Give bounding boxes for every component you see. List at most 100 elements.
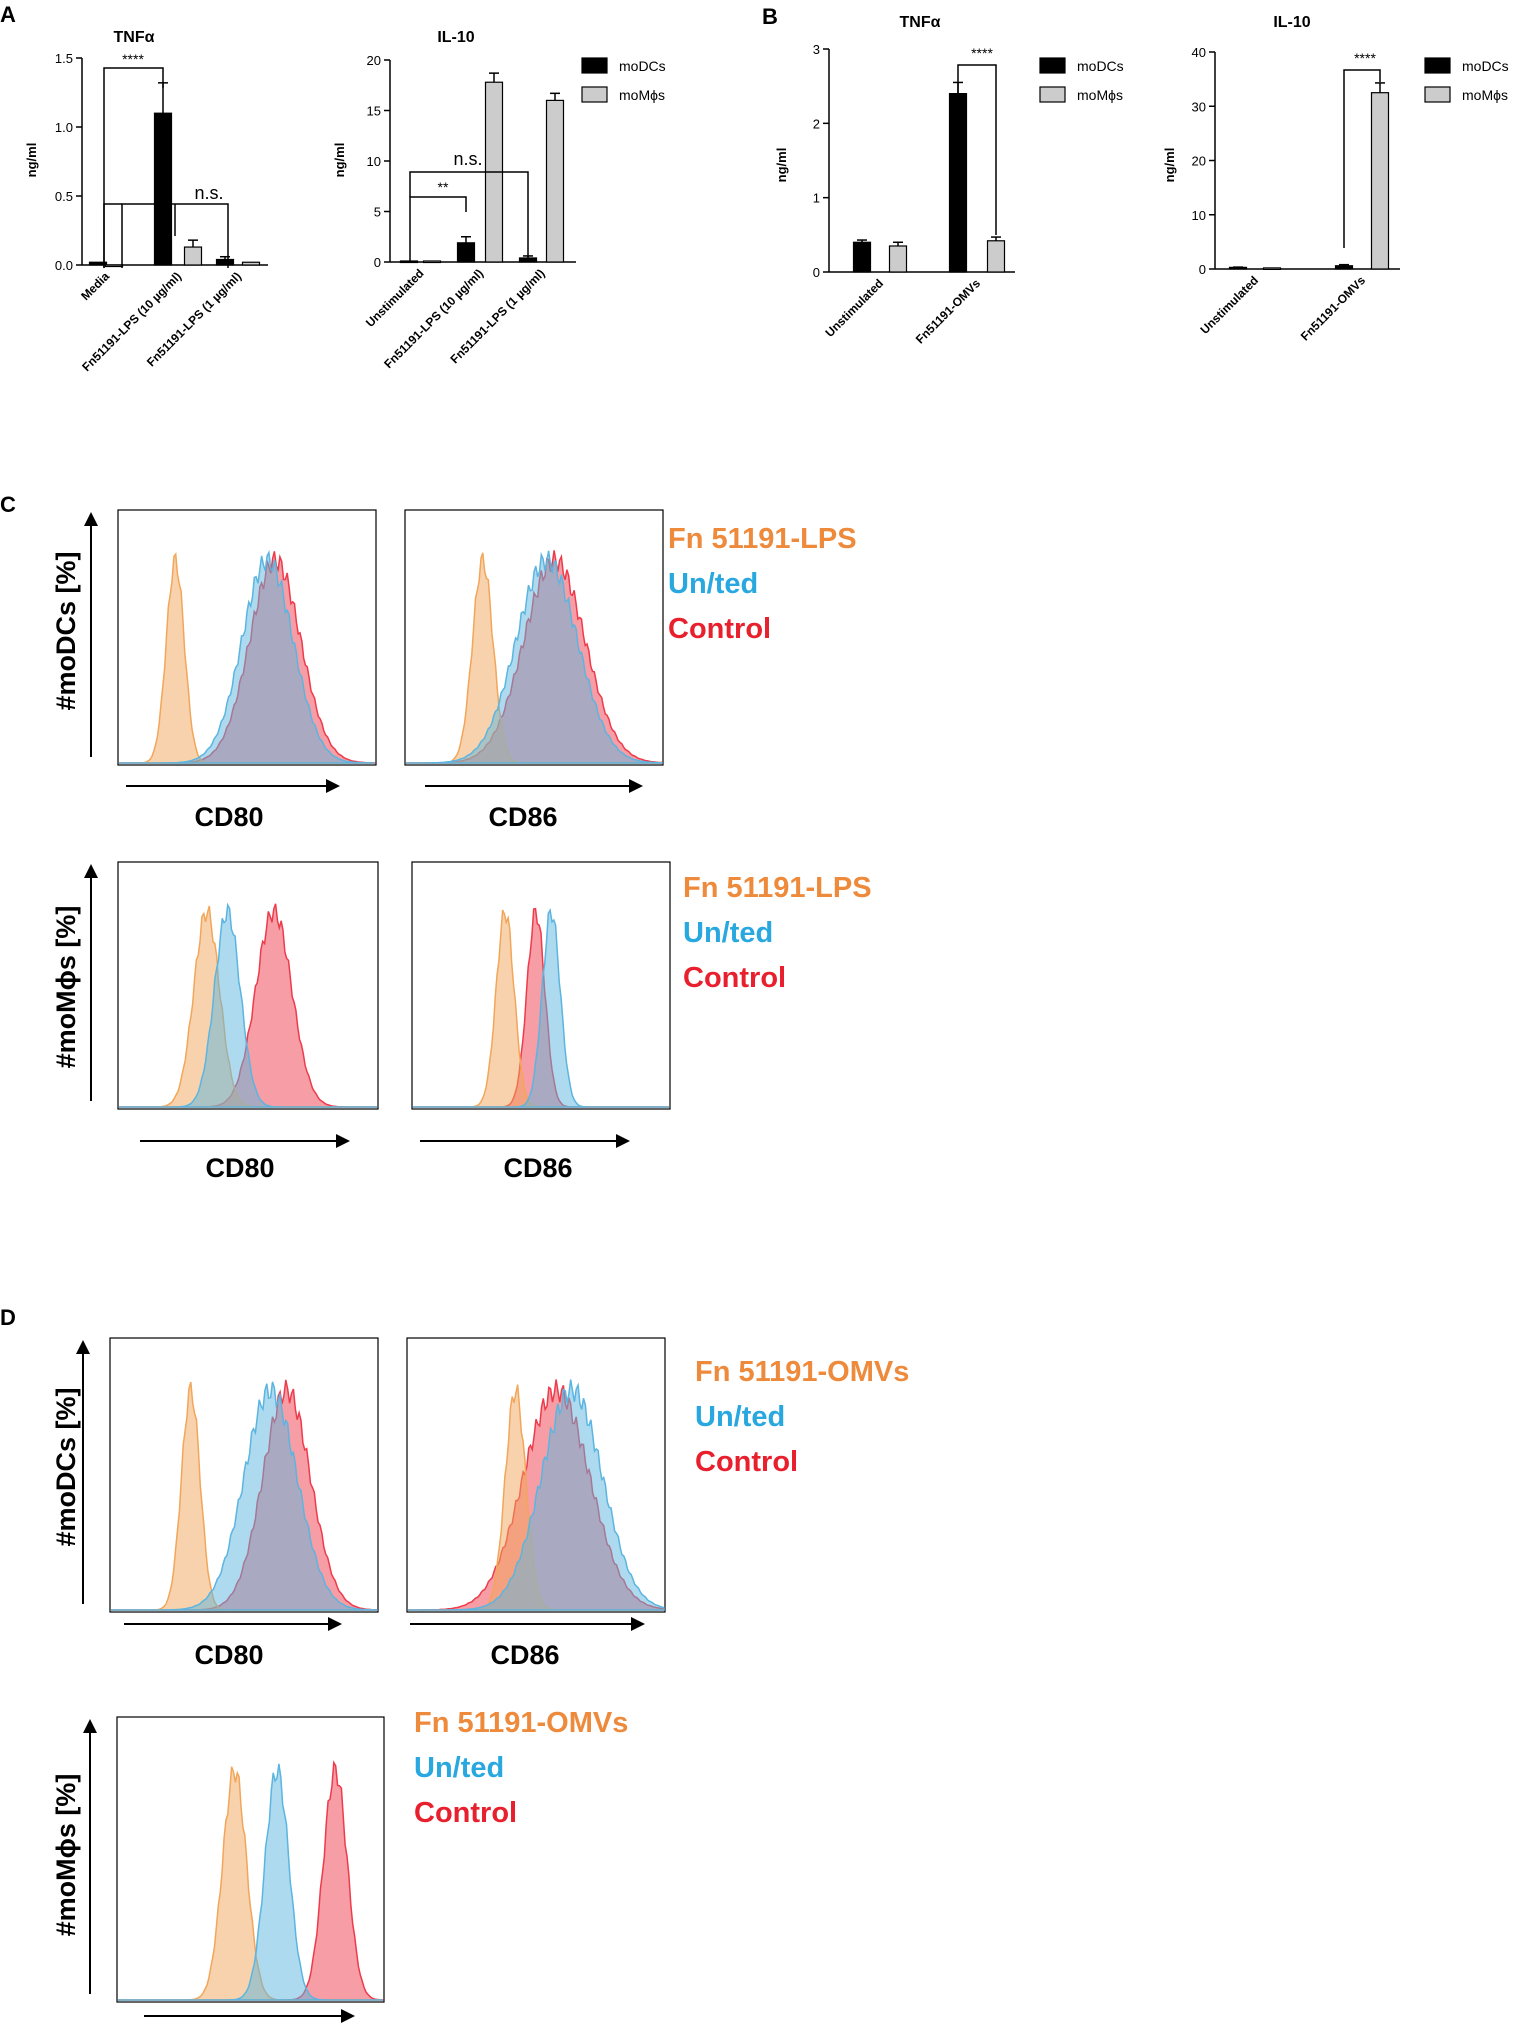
bar-legend-swatch (1039, 86, 1066, 103)
hist-0-x-arrow-head (326, 779, 340, 793)
hist-5-xlabel: CD86 (490, 1640, 559, 1670)
chart-1-ylabel: ng/ml (332, 143, 347, 178)
annotation-a-tnf-sig: **** (122, 51, 144, 67)
hist-4-y-arrow-head (76, 1340, 90, 1354)
hist-0-curve-un-ted (119, 550, 375, 764)
annotation-b-tnf-sig: **** (971, 45, 993, 61)
chart-3-ytick-label: 40 (1192, 45, 1206, 60)
panel-label-d: D (0, 1305, 16, 1330)
bar-legend-swatch (1424, 57, 1451, 74)
hist-legend-2-item: Fn 51191-OMVs (695, 1356, 909, 1388)
chart-0-ytick-label: 1.0 (55, 120, 73, 135)
hist-legend-3-item: Fn 51191-OMVs (414, 1707, 628, 1739)
chart-0-category-label: Media (78, 269, 112, 303)
chart-1-bar-moMϕs (422, 260, 442, 264)
chart-1-ytick-label: 0 (374, 255, 381, 270)
bar-legend-label: moDCs (619, 58, 666, 74)
bar-legend-swatch (1039, 57, 1066, 74)
bracket-b-tnf-sig (957, 64, 997, 235)
hist-6-curve-un-ted (118, 1763, 383, 2001)
hist-4-ylabel: #moDCs [%] (51, 1387, 81, 1546)
chart-2-ytick-label: 3 (813, 42, 820, 57)
chart-1-bar-moDCs (456, 242, 476, 263)
hist-0-ylabel: #moDCs [%] (51, 551, 81, 710)
chart-3-ylabel: ng/ml (1162, 148, 1177, 183)
chart-2-category-label: Unstimulated (822, 276, 886, 340)
hist-4-curve-un-ted (111, 1381, 378, 1611)
hist-legend-0-item: Fn 51191-LPS (668, 523, 857, 555)
chart-3-ytick-label: 30 (1192, 99, 1206, 114)
hist-0-y-arrow-head (84, 512, 98, 526)
chart-2-bar-moMϕs (986, 240, 1006, 273)
chart-0-ylabel: ng/ml (24, 143, 39, 178)
hist-4-xlabel: CD80 (194, 1640, 263, 1670)
chart-2-bar-moDCs (948, 92, 968, 273)
chart-0-bar-moDCs (153, 112, 173, 266)
hist-5-x-arrow-head (631, 1617, 645, 1631)
chart-2-title: TNFα (900, 14, 941, 31)
chart-0-ytick-label: 0.5 (55, 189, 73, 204)
chart-0-ytick-label: 1.5 (55, 51, 73, 66)
bracket-a-tnf-ns-left (103, 203, 122, 268)
annotation-a-il10-ns: n.s. (453, 149, 482, 169)
chart-3-bar-moMϕs (1370, 92, 1390, 270)
chart-2-bar-moDCs (852, 241, 872, 273)
hist-2-ylabel: #moMϕs [%] (51, 906, 81, 1069)
hist-legend-2-item: Control (695, 1446, 798, 1478)
bar-legend-label: moMϕs (1077, 87, 1123, 103)
chart-2-ylabel: ng/ml (774, 148, 789, 183)
chart-0-bar-moMϕs (241, 261, 261, 266)
hist-legend-1-item: Un/ted (683, 917, 773, 949)
chart-1-bar-moDCs (399, 260, 419, 264)
chart-2-ytick-label: 2 (813, 116, 820, 131)
bar-legend-swatch (1424, 86, 1451, 103)
hist-4-x-arrow-head (328, 1617, 342, 1631)
hist-0-xlabel: CD80 (194, 802, 263, 832)
hist-6-ylabel: #moMϕs [%] (51, 1774, 81, 1937)
bar-legend-label: moDCs (1077, 58, 1124, 74)
bar-legend-swatch (581, 57, 608, 74)
chart-3-ytick-label: 20 (1192, 154, 1206, 169)
chart-1-bar-moMϕs (545, 99, 565, 263)
chart-3-bar-moDCs (1334, 265, 1354, 270)
chart-0-bar-moDCs (88, 261, 108, 266)
chart-0-bar-moMϕs (183, 246, 203, 266)
chart-1-title: IL-10 (437, 29, 474, 46)
panel-label-a: A (0, 2, 16, 27)
bar-legend-label: moDCs (1462, 58, 1509, 74)
hist-1-x-arrow-head (629, 779, 643, 793)
chart-2-category-label: Fn51191-OMVs (913, 276, 983, 346)
hist-3-x-arrow-head (616, 1134, 630, 1148)
hist-5-curve-un-ted (408, 1379, 665, 1611)
hist-legend-2-item: Un/ted (695, 1401, 785, 1433)
hist-2-curve-un-ted (119, 902, 377, 1108)
chart-1-category-label: Fn51191-LPS (10 µg/ml) (381, 266, 486, 371)
hist-3-curve-un-ted (413, 907, 669, 1108)
hist-6-y-arrow-head (83, 1719, 97, 1733)
hist-6-x-arrow-head (341, 2009, 355, 2023)
hist-legend-0-item: Control (668, 613, 771, 645)
annotation-b-il10-sig: **** (1354, 50, 1376, 66)
chart-2-ytick-label: 0 (813, 265, 820, 280)
annotation-a-il10-sig: ** (438, 179, 449, 195)
chart-1-ytick-label: 20 (367, 53, 381, 68)
chart-3-category-label: Unstimulated (1197, 273, 1261, 337)
bracket-a-il10-ns (409, 171, 529, 257)
hist-3-xlabel: CD86 (503, 1153, 572, 1183)
hist-1-xlabel: CD86 (488, 802, 557, 832)
hist-legend-1-item: Control (683, 962, 786, 994)
chart-2-ytick-label: 1 (813, 191, 820, 206)
hist-2-y-arrow-head (84, 864, 98, 878)
hist-2-x-arrow-head (336, 1134, 350, 1148)
bar-legend-swatch (581, 86, 608, 103)
hist-legend-3-item: Control (414, 1797, 517, 1829)
bracket-b-il10-sig (1343, 69, 1381, 248)
panel-label-c: C (0, 492, 16, 517)
chart-3-title: IL-10 (1273, 14, 1310, 31)
chart-1-ytick-label: 5 (374, 205, 381, 220)
hist-1-curve-un-ted (406, 550, 663, 764)
chart-1-ytick-label: 10 (367, 154, 381, 169)
chart-1-category-label: Unstimulated (363, 266, 427, 330)
chart-0-ytick-label: 0.0 (55, 258, 73, 273)
